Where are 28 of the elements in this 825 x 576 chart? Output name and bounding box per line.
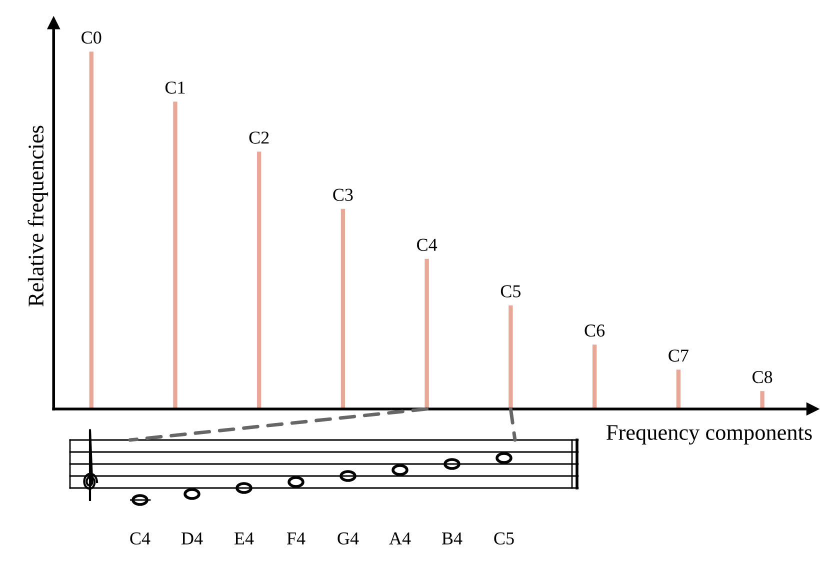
annotation: C4 bbox=[417, 238, 438, 251]
text: E4 bbox=[234, 532, 254, 544]
bar bbox=[340, 208, 346, 409]
annotation: C5 bbox=[500, 285, 521, 298]
text: G4 bbox=[338, 532, 359, 545]
text: B4 bbox=[442, 532, 462, 544]
annotation: C0 bbox=[82, 31, 102, 44]
bar bbox=[257, 152, 262, 409]
bar bbox=[760, 391, 764, 409]
annotation: C8 bbox=[752, 370, 772, 384]
text: A4 bbox=[389, 532, 411, 544]
annotation: C7 bbox=[668, 350, 688, 362]
text: C5 bbox=[494, 532, 514, 545]
bar bbox=[592, 344, 597, 409]
text: D4 bbox=[181, 532, 203, 544]
bar bbox=[173, 102, 178, 409]
text: C4 bbox=[130, 532, 150, 545]
annotation: C2 bbox=[249, 132, 269, 144]
y-axis-title: Relative frequencies bbox=[28, 126, 48, 306]
bar bbox=[676, 370, 681, 409]
annotation: C1 bbox=[165, 82, 185, 94]
x-axis-title: Frequency components bbox=[606, 425, 812, 445]
annotation: C3 bbox=[333, 188, 353, 201]
bar bbox=[424, 258, 429, 409]
annotation: C6 bbox=[584, 324, 605, 337]
text: F4 bbox=[286, 532, 306, 544]
bar bbox=[89, 52, 94, 409]
bar bbox=[508, 305, 513, 409]
